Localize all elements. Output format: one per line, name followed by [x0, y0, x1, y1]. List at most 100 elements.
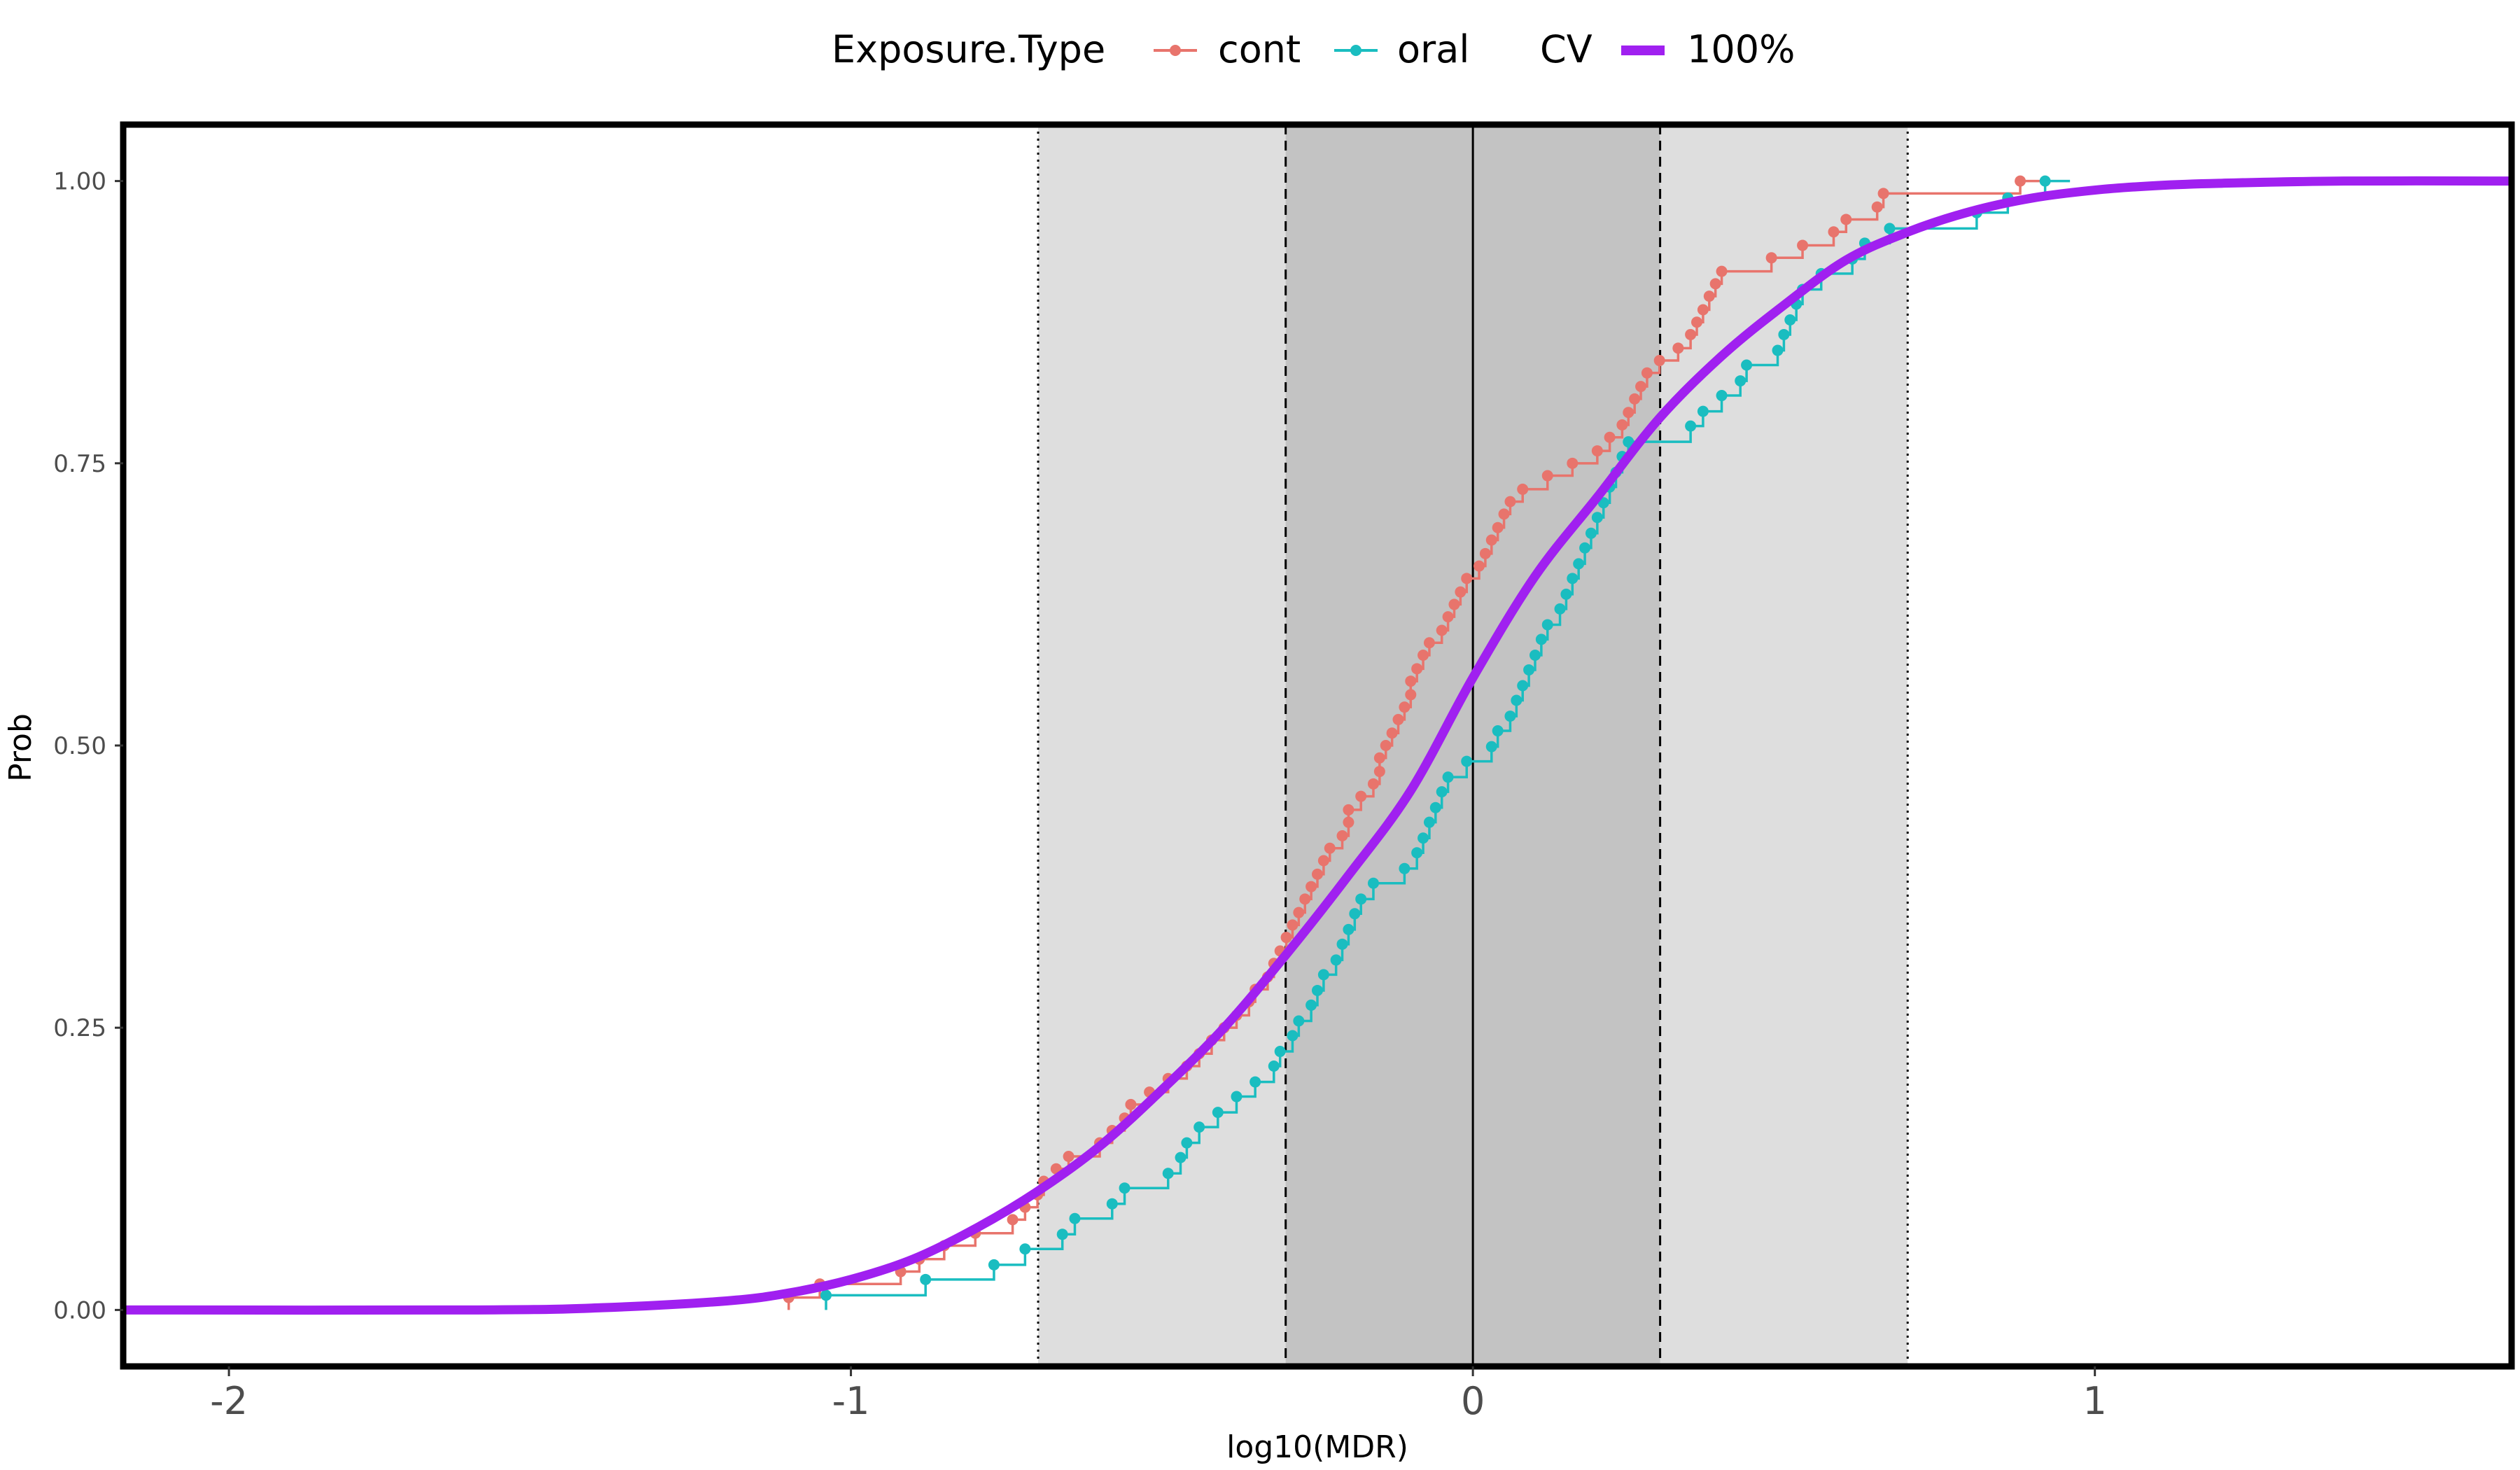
x-tick-label: 1: [2082, 1379, 2106, 1423]
series-oral-point: [1106, 1198, 1118, 1210]
series-cont-point: [1405, 676, 1417, 687]
series-oral-point: [1423, 816, 1435, 828]
series-oral-point: [1268, 1060, 1280, 1072]
series-oral-point: [1411, 847, 1423, 859]
series-oral-point: [1418, 832, 1429, 844]
series-100pct-fit-line: [123, 176, 2512, 1315]
series-oral-point: [1485, 741, 1497, 752]
series-cont-point: [1635, 381, 1647, 393]
series-oral-point: [1511, 694, 1522, 706]
series-cont-point: [1299, 893, 1311, 905]
series-cont-point: [1405, 689, 1417, 701]
series-oral-point: [1461, 755, 1473, 767]
series-cont-point: [1442, 611, 1454, 623]
series-oral-point: [1554, 603, 1566, 615]
y-tick-label: 0.00: [53, 1296, 106, 1324]
series-oral-point: [1162, 1168, 1174, 1180]
series-cont-point: [1399, 701, 1410, 713]
series-oral-point: [1274, 1046, 1286, 1058]
series-oral-point: [1697, 405, 1709, 417]
reference-lines: [1037, 125, 1909, 1366]
series-cont-point: [1797, 239, 1809, 251]
series-oral-point: [1293, 1015, 1305, 1027]
series-oral-point: [1019, 1243, 1031, 1255]
series-layer: [123, 175, 2512, 1315]
series-cont-point: [1418, 649, 1429, 661]
series-oral-point: [1069, 1212, 1081, 1224]
legend-key-oral: [1334, 45, 1378, 56]
series-oral-point: [1529, 649, 1541, 661]
series-cont-point: [1293, 906, 1305, 918]
series-oral-point: [1343, 923, 1354, 935]
y-tick-label: 0.25: [53, 1014, 106, 1042]
series-cont-point: [1492, 522, 1504, 533]
series-cont-point: [1063, 1151, 1074, 1163]
series-cont-point: [1616, 419, 1628, 430]
series-oral-point: [920, 1273, 932, 1285]
series-cont-point: [1641, 367, 1653, 379]
y-tick-label: 0.75: [53, 450, 106, 478]
series-cont-point: [1280, 932, 1292, 944]
series-oral-point: [1336, 938, 1348, 950]
series-oral-point: [1355, 893, 1367, 905]
y-axis: 0.00 0.25 0.50 0.75 1.00: [53, 168, 123, 1324]
series-cont-point: [1455, 586, 1466, 598]
series-cont-point: [1343, 816, 1354, 828]
legend: Exposure.Type cont oral CV 100%: [832, 27, 1795, 71]
legend-title-exposure-type: Exposure.Type: [832, 27, 1105, 71]
series-cont-point: [1604, 431, 1616, 443]
series-cont-point: [2015, 175, 2026, 187]
series-oral-point: [1399, 862, 1410, 874]
legend-label-cont: cont: [1218, 27, 1301, 71]
series-cont-point: [1716, 265, 1728, 277]
series-oral-point: [1181, 1137, 1193, 1149]
y-tick-label: 1.00: [53, 168, 106, 196]
y-axis-title: Prob: [3, 713, 38, 782]
series-cont-point: [1709, 278, 1721, 290]
series-cont-point: [1355, 790, 1367, 802]
series-cont-point: [1685, 328, 1697, 340]
series-cont-point: [1703, 290, 1715, 302]
series-cont-point: [1691, 316, 1703, 328]
series-cont-point: [1485, 534, 1497, 546]
series-cont-point: [1287, 919, 1298, 931]
series-oral-point: [1287, 1030, 1298, 1042]
series-cont-point: [1125, 1098, 1137, 1110]
legend-title-cv: CV: [1540, 27, 1592, 71]
series-oral-point: [1436, 786, 1448, 798]
series-oral-point: [1330, 954, 1342, 966]
series-cont-point: [1306, 881, 1317, 892]
series-cont-point: [1541, 470, 1553, 482]
series-oral-point: [1119, 1182, 1130, 1194]
series-oral-point: [1194, 1121, 1205, 1133]
series-oral-point: [1367, 877, 1379, 889]
series-oral-point: [1541, 619, 1553, 631]
series-oral-point: [1784, 314, 1796, 326]
series-cont-point: [1567, 457, 1578, 469]
series-oral-point: [820, 1289, 832, 1301]
legend-label-100pct: 100%: [1687, 27, 1795, 71]
series-cont-point: [1367, 778, 1379, 790]
series-oral-point: [1772, 344, 1784, 356]
series-oral-point: [2039, 175, 2051, 187]
series-cont-point: [1871, 201, 1883, 213]
series-cont-point: [1517, 483, 1529, 495]
series-oral-point: [1442, 771, 1454, 783]
series-oral-point: [1231, 1091, 1242, 1102]
series-cont-point: [1317, 855, 1329, 867]
series-cont-point: [1504, 496, 1516, 507]
series-cont-point: [1653, 355, 1665, 367]
series-oral-point: [1685, 420, 1697, 432]
series-oral-point: [1349, 908, 1361, 920]
series-cont-point: [1474, 560, 1485, 572]
series-cont-point: [1629, 393, 1641, 405]
series-cont-point: [1423, 637, 1435, 649]
x-axis-title: log10(MDR): [1226, 1429, 1408, 1465]
series-oral-point: [1591, 512, 1603, 524]
legend-label-oral: oral: [1397, 27, 1469, 71]
series-oral-point: [1504, 710, 1516, 722]
series-oral-point: [988, 1259, 1000, 1270]
series-oral-point: [1312, 984, 1323, 996]
series-cont-point: [1373, 752, 1385, 764]
